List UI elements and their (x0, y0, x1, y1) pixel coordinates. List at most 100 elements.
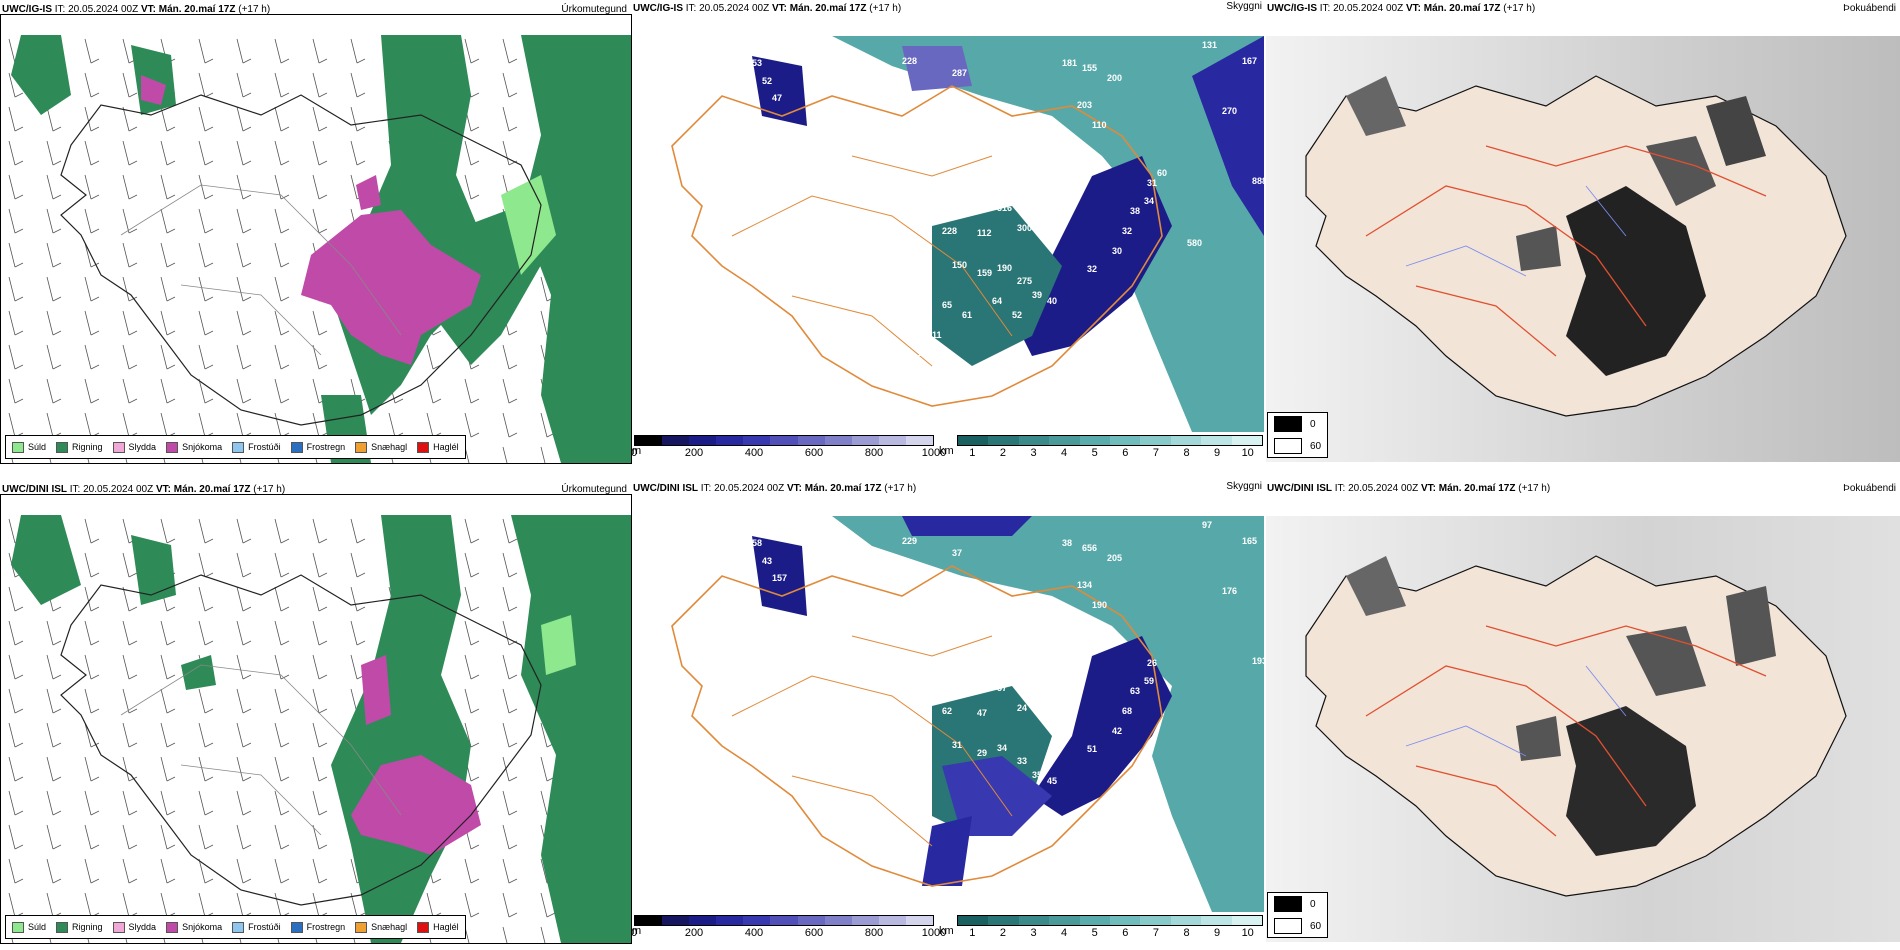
visibility-label: 176 (1222, 586, 1237, 596)
scale-step (1049, 436, 1080, 445)
visibility-label: 52 (762, 76, 772, 86)
scale-tick: 10 (1241, 447, 1254, 459)
scale-tick: 3 (1030, 447, 1037, 459)
legend-swatch (1274, 416, 1302, 432)
legend-item: Snæhagl (355, 921, 407, 933)
visibility-label: 58 (752, 538, 762, 548)
fog-map (1266, 516, 1900, 942)
scale-step (1049, 916, 1080, 925)
visibility-label: 190 (997, 263, 1012, 273)
visibility-label: 59 (1144, 676, 1154, 686)
scale-step (878, 436, 906, 445)
visibility-label: 568 (927, 200, 942, 210)
scale-tick: 200 (684, 447, 704, 459)
scale-step (716, 916, 744, 925)
legend-swatch (1274, 896, 1302, 912)
legend-swatch (290, 921, 303, 933)
scale-step (635, 916, 663, 925)
fog-map (1266, 36, 1900, 462)
scale-step (1231, 436, 1263, 445)
visibility-label: 45 (1047, 776, 1057, 786)
fog-legend-row: 0 (1268, 893, 1327, 915)
scale-step (662, 436, 690, 445)
scale-step (824, 436, 852, 445)
legend-item: Súld (12, 921, 46, 933)
scale-step (635, 436, 663, 445)
fog-legend: 0 60 (1267, 892, 1329, 938)
legend-item: Frostúði (232, 921, 281, 933)
scale-step (905, 916, 934, 925)
scale-step (770, 436, 798, 445)
visibility-label: 29 (977, 748, 987, 758)
visibility-label: 17 (917, 348, 927, 358)
visibility-label: 200 (1107, 73, 1122, 83)
visibility-label: 193 (1252, 656, 1264, 666)
visibility-label: 316 (997, 203, 1012, 213)
scale-tick: 6 (1122, 927, 1129, 939)
scale-ticks: 1 2 3 4 5 6 7 8 9 10 (957, 446, 1263, 460)
scale-tick: 2 (999, 927, 1006, 939)
visibility-label: 125 (1102, 338, 1117, 348)
visibility-label: 39 (1032, 290, 1042, 300)
panel-header: UWC/DINI ISL IT: 20.05.2024 00Z VT: Mán.… (2, 484, 286, 495)
scale-unit: km (939, 925, 954, 937)
panel-title: Skyggni (1226, 481, 1262, 492)
legend-swatch (355, 441, 368, 453)
visibility-scale-m: 0 200 400 600 800 1000 m (631, 915, 946, 943)
visibility-label: 26 (1147, 658, 1157, 668)
scale-tick: 1 (969, 447, 976, 459)
visibility-label: 52 (1012, 310, 1022, 320)
visibility-map: 5352472282871811551311672002031102708885… (632, 36, 1264, 432)
scale-tick: 800 (864, 927, 884, 939)
legend-item: Frostregn (290, 441, 345, 453)
model-name: UWC/DINI ISL (633, 483, 698, 494)
scale-step (1201, 916, 1232, 925)
visibility-label: 72 (890, 240, 900, 250)
visibility-scale-km: 1 2 3 4 5 6 7 8 9 10 km (939, 435, 1263, 463)
legend-item: Snjókoma (166, 921, 222, 933)
visibility-label: 155 (1082, 63, 1097, 73)
scale-step (851, 436, 879, 445)
scale-step (689, 916, 717, 925)
visibility-label: 40 (1047, 296, 1057, 306)
visibility-label: 181 (1062, 58, 1077, 68)
model-name: UWC/IG-IS (1267, 3, 1317, 14)
scale-step (905, 436, 934, 445)
visibility-label: 112 (977, 228, 992, 238)
visibility-label: 47 (977, 708, 987, 718)
scale-step (1079, 436, 1111, 445)
visibility-label: 131 (1202, 40, 1217, 50)
visibility-label: 228 (902, 56, 917, 66)
visibility-label: 37 (952, 548, 962, 558)
visibility-label: 53 (752, 58, 762, 68)
scale-tick: 7 (1152, 927, 1159, 939)
visibility-label: 167 (1242, 56, 1257, 66)
visibility-label: 32 (1087, 264, 1097, 274)
panel-title: Þokuábendi (1843, 483, 1896, 494)
visibility-label: 43 (762, 556, 772, 566)
scale-ticks: 0 200 400 600 800 1000 (631, 446, 946, 460)
legend-swatch (12, 441, 24, 453)
visibility-label: 33 (1017, 756, 1027, 766)
visibility-label: 656 (1082, 543, 1097, 553)
legend-item: Snæhagl (355, 441, 407, 453)
scale-step (770, 916, 798, 925)
visibility-label: 34 (1144, 196, 1154, 206)
panel-title: Skyggni (1226, 1, 1262, 12)
legend-item: Slydda (112, 921, 156, 933)
scale-step (878, 916, 906, 925)
scale-step (797, 916, 825, 925)
legend-swatch (290, 441, 303, 453)
visibility-label: 64 (992, 296, 1002, 306)
legend-item: Slydda (112, 441, 156, 453)
scale-ticks: 1 2 3 4 5 6 7 8 9 10 (957, 926, 1263, 940)
visibility-label: 203 (1077, 100, 1092, 110)
scale-bar (634, 435, 934, 446)
scale-tick: 7 (1152, 447, 1159, 459)
fog-panel-top: UWC/IG-IS IT: 20.05.2024 00Z VT: Mán. 20… (1266, 3, 1900, 464)
scale-unit: m (632, 445, 642, 457)
scale-step (716, 436, 744, 445)
visibility-label: 32 (1122, 226, 1132, 236)
visibility-label: 61 (962, 310, 972, 320)
